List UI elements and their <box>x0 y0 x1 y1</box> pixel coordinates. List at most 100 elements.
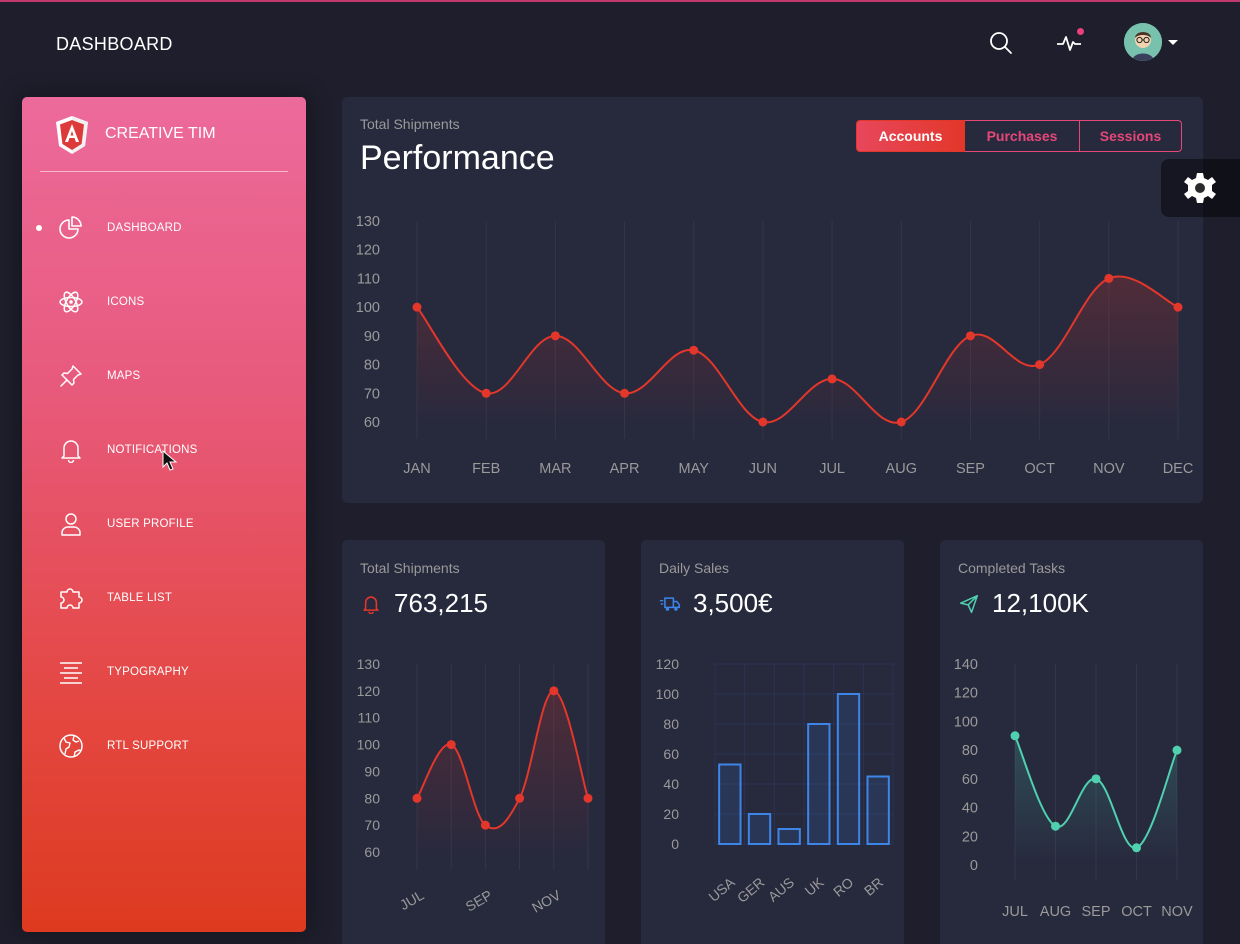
y-tick-label: 110 <box>358 710 381 726</box>
atom-icon <box>56 288 86 316</box>
completed-tasks-chart: 0 20 40 60 80 100 120 140 JUL AUG SEP OCT NOV <box>954 657 1193 920</box>
card-subtitle: Total Shipments <box>360 116 460 132</box>
x-tick-label: FEB <box>472 461 500 477</box>
bell-icon <box>360 593 382 615</box>
card-value: 12,100K <box>958 588 1089 619</box>
pulse-icon[interactable] <box>1052 26 1086 60</box>
y-tick-label: 20 <box>962 829 978 845</box>
sidebar-title[interactable]: CREATIVE TIM <box>105 125 216 142</box>
tab-sessions[interactable]: Sessions <box>1080 120 1182 152</box>
puzzle-icon <box>56 584 86 612</box>
user-menu[interactable] <box>1124 22 1184 62</box>
card-subtitle: Total Shipments <box>360 560 460 576</box>
align-center-icon <box>56 658 86 686</box>
avatar[interactable] <box>1124 23 1162 61</box>
x-tick-label: OCT <box>1121 904 1152 920</box>
top-accent-line <box>0 0 1240 2</box>
data-point <box>965 331 975 341</box>
data-point <box>827 374 837 384</box>
active-indicator <box>36 225 42 231</box>
series-line <box>416 275 1179 424</box>
delivery-fast-icon <box>659 593 681 615</box>
sidebar-item-typography[interactable]: TYPOGRAPHY <box>22 650 306 694</box>
sidebar: CREATIVE TIM DASHBOARD ICONS MAPS NOTIFI… <box>22 97 306 932</box>
navbar-brand[interactable]: DASHBOARD <box>56 34 173 54</box>
y-tick-label: 80 <box>364 790 380 806</box>
data-point <box>1104 273 1114 283</box>
send-icon <box>958 593 980 615</box>
data-point <box>549 686 559 696</box>
angular-logo[interactable] <box>54 115 90 155</box>
bar <box>718 763 742 845</box>
sidebar-item-dashboard[interactable]: DASHBOARD <box>22 206 306 250</box>
data-point <box>583 793 593 803</box>
sidebar-item-label: MAPS <box>107 370 141 382</box>
x-tick-label: JUN <box>749 461 777 477</box>
completed-tasks-card: Completed Tasks 12,100K 0 20 40 60 80 100 120 1… <box>940 540 1203 944</box>
tab-purchases[interactable]: Purchases <box>965 120 1080 152</box>
y-tick-label: 70 <box>364 386 380 402</box>
data-point <box>481 388 491 398</box>
data-point <box>1172 745 1182 755</box>
x-tick-label: AUG <box>886 461 917 477</box>
x-tick-label: APR <box>610 461 640 477</box>
x-tick-label: NOV <box>1161 904 1193 920</box>
x-tick-label: AUG <box>1040 904 1071 920</box>
sidebar-item-label: TABLE LIST <box>107 592 173 604</box>
y-tick-label: 120 <box>357 683 381 699</box>
x-tick-label: USA <box>705 874 738 905</box>
x-tick-label: SEP <box>956 461 985 477</box>
y-tick-label: 40 <box>962 801 978 817</box>
data-point <box>1173 302 1183 312</box>
y-tick-label: 60 <box>962 772 978 788</box>
search-icon[interactable] <box>984 26 1018 60</box>
y-tick-label: 130 <box>357 656 381 672</box>
y-tick-label: 120 <box>356 243 380 259</box>
gear-icon[interactable] <box>1183 171 1217 205</box>
x-tick-label: MAY <box>679 461 710 477</box>
sidebar-item-maps[interactable]: MAPS <box>22 354 306 398</box>
x-tick-label: RO <box>830 874 856 900</box>
y-tick-label: 40 <box>663 776 679 792</box>
y-tick-label: 0 <box>970 858 978 874</box>
y-tick-label: 130 <box>356 214 380 230</box>
sidebar-item-label: ICONS <box>107 296 145 308</box>
data-point <box>1010 731 1020 741</box>
data-point <box>480 820 490 830</box>
bar <box>866 775 890 845</box>
data-point <box>758 417 768 427</box>
x-tick-label: UK <box>802 874 828 899</box>
y-tick-label: 120 <box>656 656 680 672</box>
series-area <box>417 690 588 858</box>
x-tick-label: JUL <box>1002 904 1028 920</box>
x-tick-label: NOV <box>1093 461 1125 477</box>
sidebar-item-rtl-support[interactable]: RTL SUPPORT <box>22 724 306 768</box>
y-tick-label: 80 <box>364 358 380 374</box>
data-point <box>550 331 560 341</box>
sidebar-item-notifications[interactable]: NOTIFICATIONS <box>22 428 306 472</box>
sidebar-item-label: TYPOGRAPHY <box>107 666 189 678</box>
sales-value: 3,500€ <box>693 588 773 618</box>
x-tick-label: JAN <box>403 461 430 477</box>
settings-plugin[interactable] <box>1161 159 1240 217</box>
x-tick-label: AUS <box>765 874 797 905</box>
tab-accounts[interactable]: Accounts <box>856 120 965 152</box>
bar <box>836 693 861 845</box>
card-subtitle: Completed Tasks <box>958 560 1066 576</box>
y-tick-label: 80 <box>663 716 679 732</box>
mouse-cursor-icon <box>162 450 178 471</box>
bar <box>747 813 772 845</box>
sidebar-item-user-profile[interactable]: USER PROFILE <box>22 502 306 546</box>
y-tick-label: 120 <box>954 686 978 702</box>
sidebar-item-table-list[interactable]: TABLE LIST <box>22 576 306 620</box>
sidebar-item-icons[interactable]: ICONS <box>22 280 306 324</box>
chart-tabs: Accounts Purchases Sessions <box>856 120 1182 152</box>
data-point <box>1091 774 1101 784</box>
y-tick-label: 100 <box>954 714 978 730</box>
y-tick-label: 100 <box>656 686 680 702</box>
performance-chart: 60 70 80 90 100 110 120 130 JAN FEB MAR APR MAY JUN JU… <box>356 214 1194 477</box>
y-tick-label: 0 <box>671 836 679 852</box>
y-tick-label: 80 <box>962 743 978 759</box>
chevron-down-icon[interactable] <box>1168 39 1178 45</box>
